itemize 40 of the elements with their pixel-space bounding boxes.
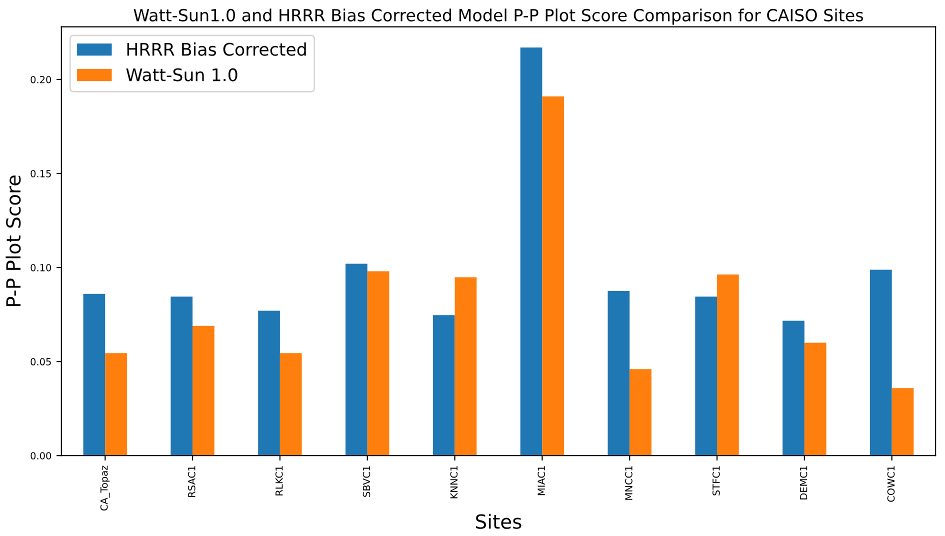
- x-axis-title: Sites: [476, 514, 522, 529]
- x-tick-label: DEMC1: [800, 466, 808, 500]
- y-tick-label: 0.20: [30, 76, 52, 84]
- legend-label: HRRR Bias Corrected: [127, 42, 306, 56]
- bar: [804, 342, 826, 456]
- bar: [432, 315, 455, 456]
- bar: [695, 296, 718, 456]
- legend-label: Watt-Sun 1.0: [126, 68, 238, 82]
- x-tick-label: SBVC1: [362, 466, 370, 497]
- y-axis-title: P-P Plot Score: [6, 175, 21, 306]
- bar: [870, 270, 892, 456]
- x-tick-label: KNNC1: [450, 466, 458, 498]
- x-tick-label: RLKC1: [275, 466, 283, 496]
- bar: [608, 291, 630, 456]
- y-tick-label: 0.10: [30, 264, 52, 272]
- y-tick-label: 0.15: [30, 170, 51, 178]
- y-tick-label: 0.00: [30, 452, 52, 460]
- bar: [258, 310, 280, 456]
- y-tick-label: 0.05: [30, 358, 51, 366]
- x-tick-label: COWC1: [887, 466, 895, 502]
- bar: [280, 353, 302, 456]
- bar: [717, 274, 739, 456]
- bar: [454, 277, 477, 456]
- bar: [192, 326, 214, 456]
- x-tick-label: MNCC1: [625, 466, 632, 500]
- bar: [105, 353, 127, 456]
- bar: [83, 294, 106, 456]
- bar: [630, 369, 652, 456]
- chart-title: Watt-Sun1.0 and HRRR Bias Corrected Model P-P Plot Score Comparison for CAISO Sites: [134, 8, 863, 25]
- x-tick-label: MIAC1: [538, 466, 546, 496]
- bar: [782, 320, 804, 456]
- bar: [520, 47, 542, 456]
- x-tick-label: STFC1: [712, 466, 720, 496]
- bar: [367, 271, 390, 456]
- x-tick-label: CA_Topaz: [100, 466, 110, 511]
- bar: [542, 96, 564, 456]
- bar: [170, 296, 193, 456]
- bar: [346, 264, 368, 456]
- bar: [892, 388, 914, 456]
- x-tick-label: RSAC1: [188, 466, 196, 497]
